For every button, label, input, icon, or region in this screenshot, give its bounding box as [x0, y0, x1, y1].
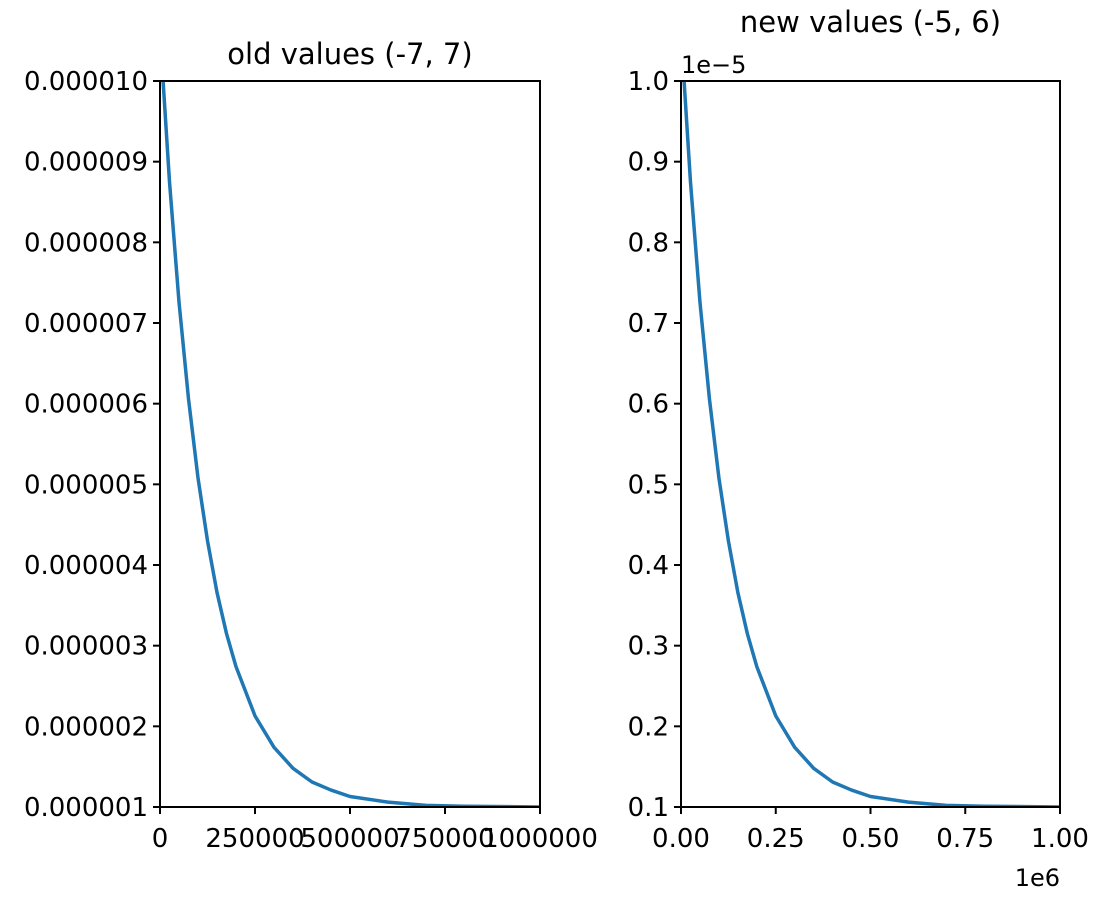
x-tick-label: 0	[152, 824, 169, 854]
x-offset-label: 1e6	[1015, 864, 1060, 892]
y-offset-label: 1e−5	[681, 51, 746, 79]
x-tick-label: 500000	[300, 824, 399, 854]
x-tick-label: 1.00	[1031, 824, 1089, 854]
y-tick-label: 0.8	[628, 228, 669, 258]
y-tick-label: 1.0	[628, 67, 669, 97]
y-tick-label: 0.5	[628, 470, 669, 500]
x-tick-label: 0.75	[936, 824, 994, 854]
y-tick-label: 0.2	[628, 712, 669, 742]
axes-frame	[680, 80, 1061, 808]
y-tick-label: 0.000010	[24, 67, 148, 97]
y-tick-label: 0.6	[628, 390, 669, 420]
x-tick-label: 0.00	[652, 824, 710, 854]
y-tick-label: 0.000001	[24, 793, 148, 823]
data-line	[682, 81, 1060, 807]
y-tick-label: 0.9	[628, 148, 669, 178]
y-tick-label: 0.000009	[24, 148, 148, 178]
y-tick-label: 0.000008	[24, 228, 148, 258]
axes-frame	[159, 80, 541, 808]
x-tick-label: 750000	[395, 824, 494, 854]
y-tick-label: 0.000005	[24, 470, 148, 500]
x-tick-label: 1000000	[482, 824, 598, 854]
x-tick-label: 0.50	[842, 824, 900, 854]
x-tick-label: 0.25	[747, 824, 805, 854]
y-tick-label: 0.7	[628, 309, 669, 339]
y-tick-label: 0.000007	[24, 309, 148, 339]
y-tick-label: 0.4	[628, 551, 669, 581]
y-tick-label: 0.1	[628, 793, 669, 823]
data-line	[161, 81, 540, 807]
chart-title: old values (-7, 7)	[227, 37, 472, 71]
y-tick-label: 0.000003	[24, 632, 148, 662]
chart-title: new values (-5, 6)	[740, 5, 1001, 39]
y-tick-label: 0.000006	[24, 390, 148, 420]
y-tick-label: 0.3	[628, 632, 669, 662]
y-tick-label: 0.000002	[24, 712, 148, 742]
x-tick-label: 250000	[205, 824, 304, 854]
y-tick-label: 0.000004	[24, 551, 148, 581]
